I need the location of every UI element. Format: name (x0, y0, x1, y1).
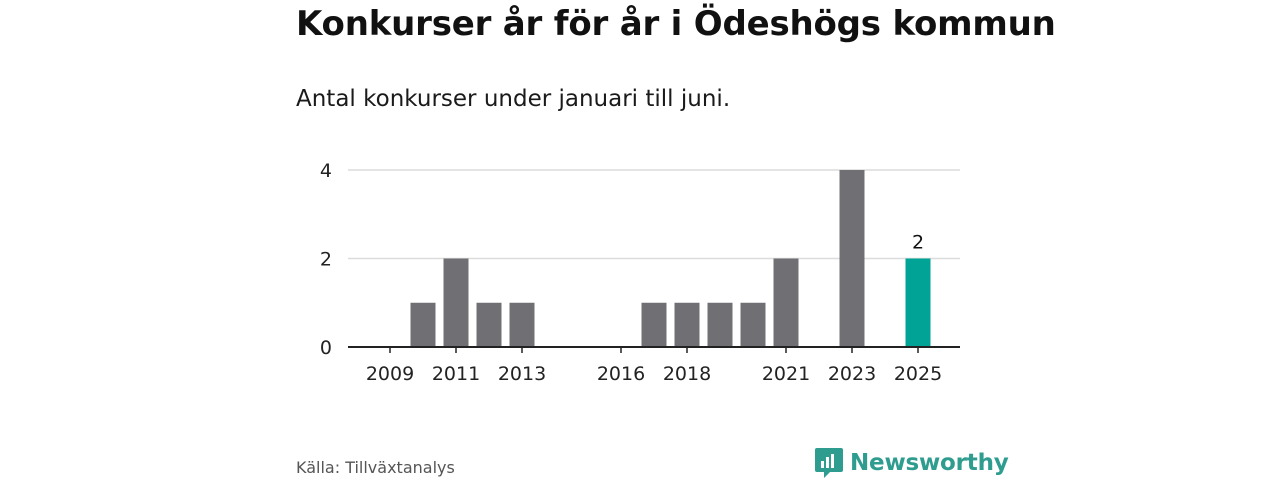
x-tick-label: 2016 (597, 363, 645, 385)
chart-title: Konkurser år för år i Ödeshögs kommun (296, 4, 1056, 44)
y-tick-label: 4 (320, 160, 332, 182)
brand-logo: Newsworthy (814, 446, 1009, 480)
x-tick-label: 2009 (366, 363, 414, 385)
x-tick-label: 2025 (894, 363, 942, 385)
y-tick-label: 0 (320, 337, 332, 359)
bar-2011 (443, 258, 469, 347)
bar-2012 (476, 302, 502, 347)
bar-2018 (674, 302, 700, 347)
x-tick-label: 2011 (432, 363, 480, 385)
bar-2023 (839, 170, 865, 347)
brand-name: Newsworthy (850, 450, 1009, 476)
x-tick-label: 2023 (828, 363, 876, 385)
bar-2021 (773, 258, 799, 347)
bar-2019 (707, 302, 733, 347)
x-tick-label: 2018 (663, 363, 711, 385)
bar-2013 (509, 302, 535, 347)
bar-2020 (740, 302, 766, 347)
bar-2017 (641, 302, 667, 347)
x-tick-label: 2013 (498, 363, 546, 385)
chart-subtitle: Antal konkurser under januari till juni. (296, 86, 731, 112)
source-note: Källa: Tillväxtanalys (296, 458, 455, 477)
data-label: 2 (912, 232, 924, 254)
bar-2010 (410, 302, 436, 347)
newsworthy-logo-icon (815, 448, 843, 478)
y-tick-label: 2 (320, 249, 332, 271)
x-tick-label: 2021 (762, 363, 810, 385)
bar-2025 (905, 258, 931, 347)
